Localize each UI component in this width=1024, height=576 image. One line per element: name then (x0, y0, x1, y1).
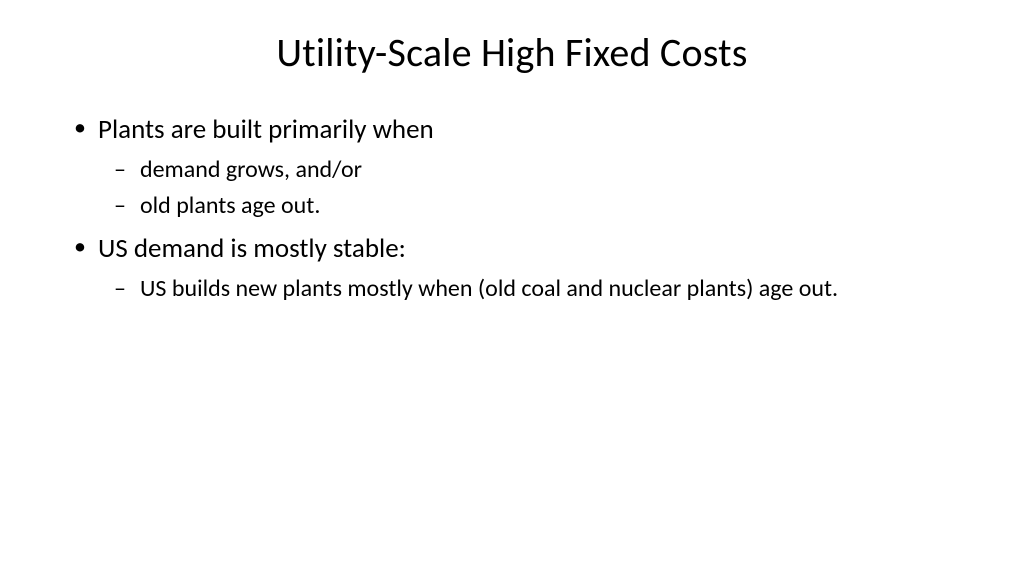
sub-bullet-item: demand grows, and/or (140, 154, 964, 186)
bullet-list: Plants are built primarily when demand g… (60, 113, 964, 305)
bullet-text: US demand is mostly stable: (98, 232, 406, 265)
sub-bullet-list: US builds new plants mostly when (old co… (98, 273, 964, 305)
sub-bullet-list: demand grows, and/or old plants age out. (98, 154, 964, 223)
sub-bullet-item: old plants age out. (140, 190, 964, 222)
sub-bullet-item: US builds new plants mostly when (old co… (140, 273, 964, 305)
slide-title: Utility-Scale High Fixed Costs (60, 28, 964, 77)
bullet-item: Plants are built primarily when demand g… (98, 113, 964, 222)
bullet-item: US demand is mostly stable: US builds ne… (98, 232, 964, 305)
bullet-text: Plants are built primarily when (98, 113, 434, 146)
slide: Utility-Scale High Fixed Costs Plants ar… (0, 0, 1024, 576)
